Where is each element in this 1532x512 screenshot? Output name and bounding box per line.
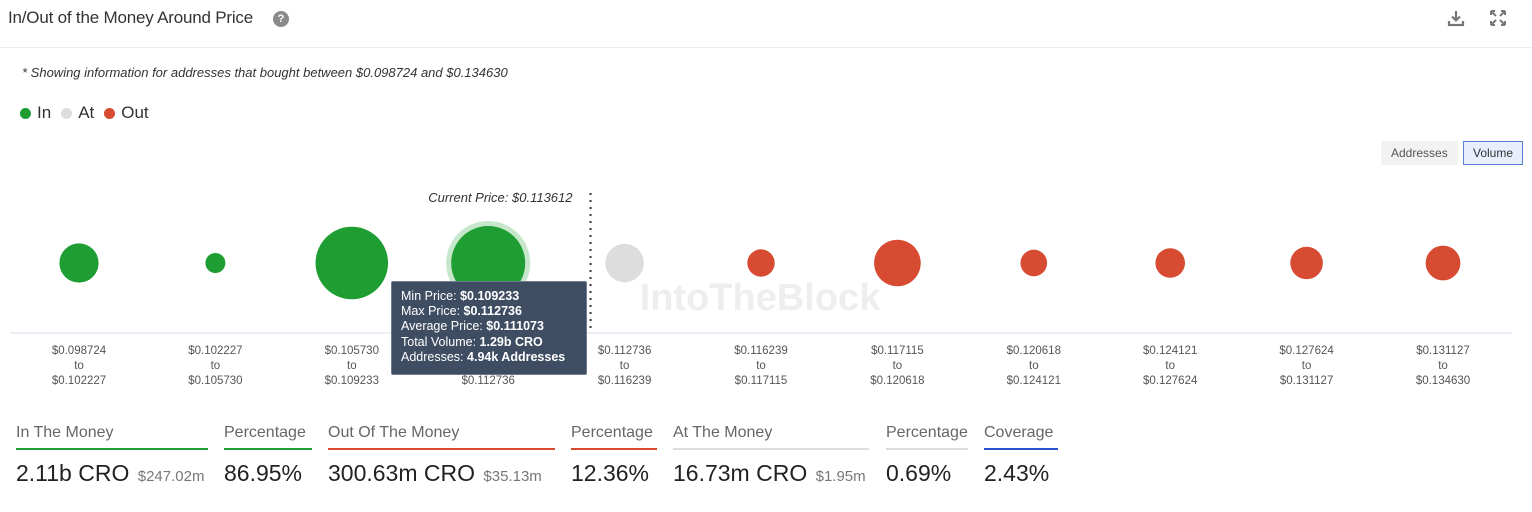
legend-dot-out [104, 107, 116, 119]
tick-label-from: $0.116239 [734, 345, 788, 357]
summary-stats: In The Money 2.11b CRO $247.02m Percenta… [0, 420, 1532, 500]
tooltip-addresses: Addresses: 4.94k Addresses [401, 349, 566, 364]
tick-label-connector: to [1302, 360, 1312, 372]
stat-underline [16, 448, 208, 450]
stat-label: Percentage [224, 424, 306, 441]
tick-label-from: $0.105730 [325, 345, 379, 357]
stat-label: Percentage [886, 424, 968, 441]
stat-value: 2.11b CRO $247.02m [16, 460, 205, 486]
tooltip-average-price: Average Price: $0.111073 [401, 319, 544, 334]
tick-label-to: $0.127624 [1143, 375, 1198, 387]
tick-label-connector: to [1438, 360, 1448, 372]
fullscreen-icon[interactable] [1489, 9, 1507, 27]
chart-header: In/Out of the Money Around Price ? [0, 0, 1532, 48]
tick-label-from: $0.098724 [52, 345, 107, 357]
tick-label-connector: to [620, 360, 630, 372]
tick-label-to: $0.124121 [1007, 375, 1061, 387]
stat-value: 0.69% [886, 460, 952, 486]
stat-underline [224, 448, 312, 450]
bubble-in [59, 243, 99, 283]
legend-label-out: Out [121, 103, 149, 122]
tooltip-max-price: Max Price: $0.112736 [401, 304, 522, 319]
stat-at-percentage: Percentage 0.69% [886, 420, 968, 487]
legend-item-in[interactable]: In [20, 103, 51, 123]
volume-toggle-button[interactable]: Volume [1463, 141, 1524, 165]
tick-label-connector: to [74, 360, 84, 372]
tick-label-to: $0.134630 [1416, 375, 1470, 387]
tick-label-to: $0.120618 [870, 375, 924, 387]
tick-label-connector: to [1029, 360, 1039, 372]
range-note: * Showing information for addresses that… [22, 65, 508, 80]
stat-underline [673, 448, 869, 450]
tick-label-to: $0.109233 [325, 375, 379, 387]
help-icon[interactable]: ? [273, 11, 289, 27]
stat-coverage: Coverage 2.43% [984, 420, 1058, 487]
bubble-out [1290, 246, 1323, 280]
bubble-out [874, 239, 921, 287]
watermark: IntoTheBlock [640, 277, 882, 319]
stat-label: At The Money [673, 424, 773, 441]
legend-item-at[interactable]: At [61, 103, 94, 123]
bubble-in [205, 253, 226, 273]
legend-item-out[interactable]: Out [104, 103, 149, 123]
stat-label: Coverage [984, 424, 1054, 441]
tick-label-connector: to [1165, 360, 1175, 372]
tick-label-from: $0.117115 [871, 345, 924, 357]
stat-value: 300.63m CRO $35.13m [328, 460, 542, 486]
tick-label-from: $0.124121 [1143, 345, 1197, 357]
tick-label-connector: to [347, 360, 357, 372]
bubble-out [747, 249, 775, 277]
legend-dot-at [61, 107, 73, 119]
bubble-at [605, 243, 644, 283]
tick-label-from: $0.131127 [1416, 345, 1470, 357]
tick-label-connector: to [893, 360, 903, 372]
tooltip-total-volume: Total Volume: 1.29b CRO [401, 334, 543, 349]
bubble-out [1425, 245, 1461, 281]
legend-label-in: In [37, 103, 52, 122]
tick-label-from: $0.120618 [1007, 345, 1061, 357]
stat-label: Percentage [571, 424, 653, 441]
stat-underline [984, 448, 1058, 450]
tick-label-to: $0.117115 [735, 375, 788, 387]
stat-out-percentage: Percentage 12.36% [571, 420, 657, 487]
stat-value: 86.95% [224, 460, 303, 486]
legend: In At Out [20, 103, 159, 123]
bin-tooltip: Min Price: $0.109233 Max Price: $0.11273… [391, 281, 587, 375]
legend-label-at: At [78, 103, 95, 122]
tick-label-connector: to [756, 360, 766, 372]
stat-in-the-money: In The Money 2.11b CRO $247.02m [16, 420, 208, 487]
legend-dot-in [20, 107, 31, 119]
stat-value: 12.36% [571, 460, 650, 486]
stat-underline [886, 448, 968, 450]
bubble-out [1020, 249, 1048, 277]
tick-label-to: $0.112736 [461, 375, 515, 387]
stat-at-the-money: At The Money 16.73m CRO $1.95m [673, 420, 869, 487]
tick-label-from: $0.102227 [188, 345, 242, 357]
tick-label-to: $0.116239 [598, 375, 652, 387]
stat-underline [571, 448, 657, 450]
stat-out-of-the-money: Out Of The Money 300.63m CRO $35.13m [328, 420, 555, 487]
download-icon[interactable] [1447, 9, 1465, 27]
stat-underline [328, 448, 555, 450]
stat-in-percentage: Percentage 86.95% [224, 420, 312, 487]
bubble-chart: IntoTheBlock $0.098724 to $0.102227 $0.10222… [10, 190, 1512, 387]
stat-label: In The Money [16, 424, 114, 441]
chart-title: In/Out of the Money Around Price [8, 8, 253, 27]
tick-label-to: $0.105730 [188, 375, 242, 387]
bubble-out [1155, 248, 1185, 278]
tooltip-min-price: Min Price: $0.109233 [401, 289, 520, 303]
tick-label-to: $0.102227 [52, 375, 106, 387]
stat-value: 2.43% [984, 460, 1050, 486]
tick-label-connector: to [211, 360, 221, 372]
stat-label: Out Of The Money [328, 424, 460, 441]
tick-label-to: $0.131127 [1280, 375, 1334, 387]
current-price-label: Current Price: $0.113612 [428, 190, 573, 205]
tick-label-from: $0.127624 [1279, 345, 1334, 357]
stat-value: 16.73m CRO $1.95m [673, 460, 866, 486]
addresses-toggle-button[interactable]: Addresses [1381, 141, 1458, 165]
bubble-in [315, 226, 389, 300]
tick-label-from: $0.112736 [598, 345, 652, 357]
